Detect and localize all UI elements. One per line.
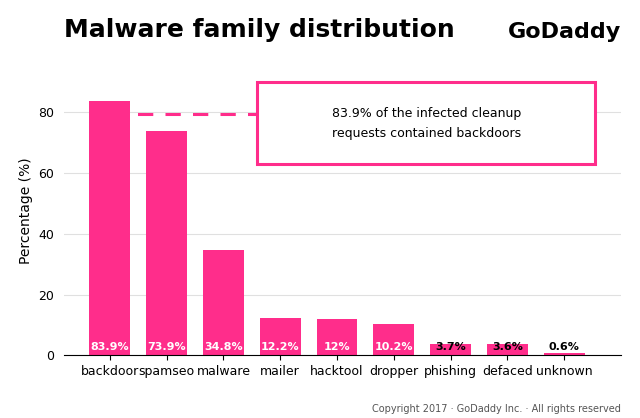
Text: 73.9%: 73.9%	[147, 342, 186, 352]
Bar	[90, 101, 130, 355]
Text: 83.9% of the infected cleanup
requests contained backdoors: 83.9% of the infected cleanup requests c…	[332, 107, 521, 140]
Y-axis label: Percentage (%): Percentage (%)	[19, 158, 33, 265]
Bar	[487, 344, 528, 355]
Text: Copyright 2017 · GoDaddy Inc. · All rights reserved: Copyright 2017 · GoDaddy Inc. · All righ…	[372, 404, 621, 414]
Text: 12.2%: 12.2%	[261, 342, 300, 352]
Bar	[260, 318, 301, 355]
Text: 34.8%: 34.8%	[204, 342, 243, 352]
Bar	[203, 250, 244, 355]
Text: 83.9%: 83.9%	[90, 342, 129, 352]
Text: 0.6%: 0.6%	[549, 342, 580, 352]
FancyBboxPatch shape	[257, 82, 595, 164]
Bar	[430, 344, 471, 355]
Bar	[317, 319, 358, 355]
Text: GoDaddy: GoDaddy	[508, 22, 621, 42]
Text: 12%: 12%	[324, 342, 350, 352]
Text: 10.2%: 10.2%	[374, 342, 413, 352]
Bar	[373, 324, 414, 355]
Bar	[544, 354, 585, 355]
Text: 3.6%: 3.6%	[492, 342, 523, 352]
Text: Malware family distribution: Malware family distribution	[64, 18, 455, 42]
Text: 3.7%: 3.7%	[435, 342, 466, 352]
Bar	[146, 131, 187, 355]
